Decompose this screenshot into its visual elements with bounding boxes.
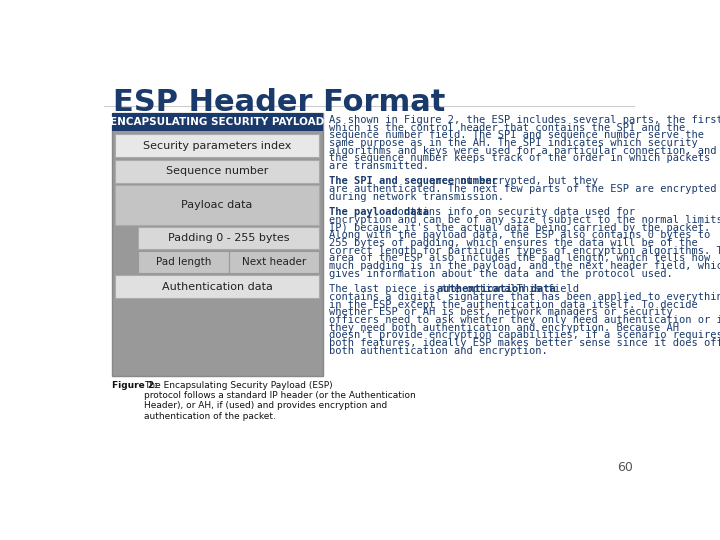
Text: Pad length: Pad length <box>156 257 211 267</box>
Text: contains a digital signature that has been applied to everything: contains a digital signature that has be… <box>329 292 720 302</box>
Text: are authenticated. The next few parts of the ESP are encrypted: are authenticated. The next few parts of… <box>329 184 716 194</box>
Text: ESP Header Format: ESP Header Format <box>113 88 446 117</box>
Text: Security parameters index: Security parameters index <box>143 140 292 151</box>
Text: ENCAPSULATING SECURITY PAYLOAD: ENCAPSULATING SECURITY PAYLOAD <box>110 117 324 127</box>
Text: 255 bytes of padding, which ensures the data will be of the: 255 bytes of padding, which ensures the … <box>329 238 698 248</box>
Bar <box>112 112 323 131</box>
Text: in the ESP except the authentication data itself. To decide: in the ESP except the authentication dat… <box>329 300 698 309</box>
Text: . This field: . This field <box>504 284 579 294</box>
Text: gives information about the data and the protocol used.: gives information about the data and the… <box>329 269 672 279</box>
Text: authentication data: authentication data <box>437 284 556 294</box>
Text: contains info on security data used for: contains info on security data used for <box>384 207 635 217</box>
Text: As shown in Figure 2, the ESP includes several parts, the first of: As shown in Figure 2, the ESP includes s… <box>329 115 720 125</box>
Text: whether ESP or AH is best, network managers or security: whether ESP or AH is best, network manag… <box>329 307 672 318</box>
Text: The payload data: The payload data <box>329 207 428 217</box>
Text: they need both authentication and encryption. Because AH: they need both authentication and encryp… <box>329 323 679 333</box>
Text: are not encrypted, but they: are not encrypted, but they <box>423 177 598 186</box>
Bar <box>112 112 323 376</box>
Text: Sequence number: Sequence number <box>166 166 269 176</box>
Text: algorithms and keys were used for a particular connection, and: algorithms and keys were used for a part… <box>329 146 716 156</box>
Text: both authentication and encryption.: both authentication and encryption. <box>329 346 547 356</box>
Text: Payloac data: Payloac data <box>181 200 253 210</box>
Text: Authentication data: Authentication data <box>162 281 273 292</box>
Text: doesn't provide encryption capabilities, if a scenario requires: doesn't provide encryption capabilities,… <box>329 330 720 340</box>
Bar <box>114 159 320 183</box>
Text: The last piece is the optional: The last piece is the optional <box>329 284 523 294</box>
Text: Next header: Next header <box>242 257 306 267</box>
Text: officers need to ask whether they only need authentication or if: officers need to ask whether they only n… <box>329 315 720 325</box>
Text: during network transmission.: during network transmission. <box>329 192 504 202</box>
Text: both features, ideally ESP makes better sense since it does offer: both features, ideally ESP makes better … <box>329 338 720 348</box>
Text: area of the ESP also includes the pad length, which tells how: area of the ESP also includes the pad le… <box>329 253 710 264</box>
Text: Along with the payload data, the ESP also contains 0 bytes to: Along with the payload data, the ESP als… <box>329 231 710 240</box>
Text: IP) because it's the actual data being carried by the packet.: IP) because it's the actual data being c… <box>329 222 710 233</box>
Bar <box>138 227 320 249</box>
Text: encryption and can be of any size (subject to the normal limits of: encryption and can be of any size (subje… <box>329 215 720 225</box>
Text: correct length for particular types of encryption algorithms. This: correct length for particular types of e… <box>329 246 720 256</box>
Bar <box>138 251 229 273</box>
Text: same purpose as in the AH. The SPI indicates which security: same purpose as in the AH. The SPI indic… <box>329 138 698 148</box>
Text: which is the control header that contains the SPI and the: which is the control header that contain… <box>329 123 685 132</box>
Bar <box>114 275 320 298</box>
Text: 60: 60 <box>616 462 632 475</box>
Text: The SPI and sequence number: The SPI and sequence number <box>329 177 498 186</box>
Text: Padding 0 - 255 bytes: Padding 0 - 255 bytes <box>168 233 289 243</box>
Bar <box>229 251 320 273</box>
Text: are transmitted.: are transmitted. <box>329 161 428 171</box>
Text: the sequence number keeps track of the order in which packets: the sequence number keeps track of the o… <box>329 153 710 163</box>
Text: much padding is in the payload, and the next header field, which: much padding is in the payload, and the … <box>329 261 720 271</box>
Text: sequence number field. The SPI and sequence number serve the: sequence number field. The SPI and seque… <box>329 130 703 140</box>
Text: The Encapsulating Security Payload (ESP)
protocol follows a standard IP header (: The Encapsulating Security Payload (ESP)… <box>144 381 416 421</box>
Bar <box>114 185 320 225</box>
Bar <box>114 134 320 157</box>
Text: Figure 2:: Figure 2: <box>112 381 158 389</box>
